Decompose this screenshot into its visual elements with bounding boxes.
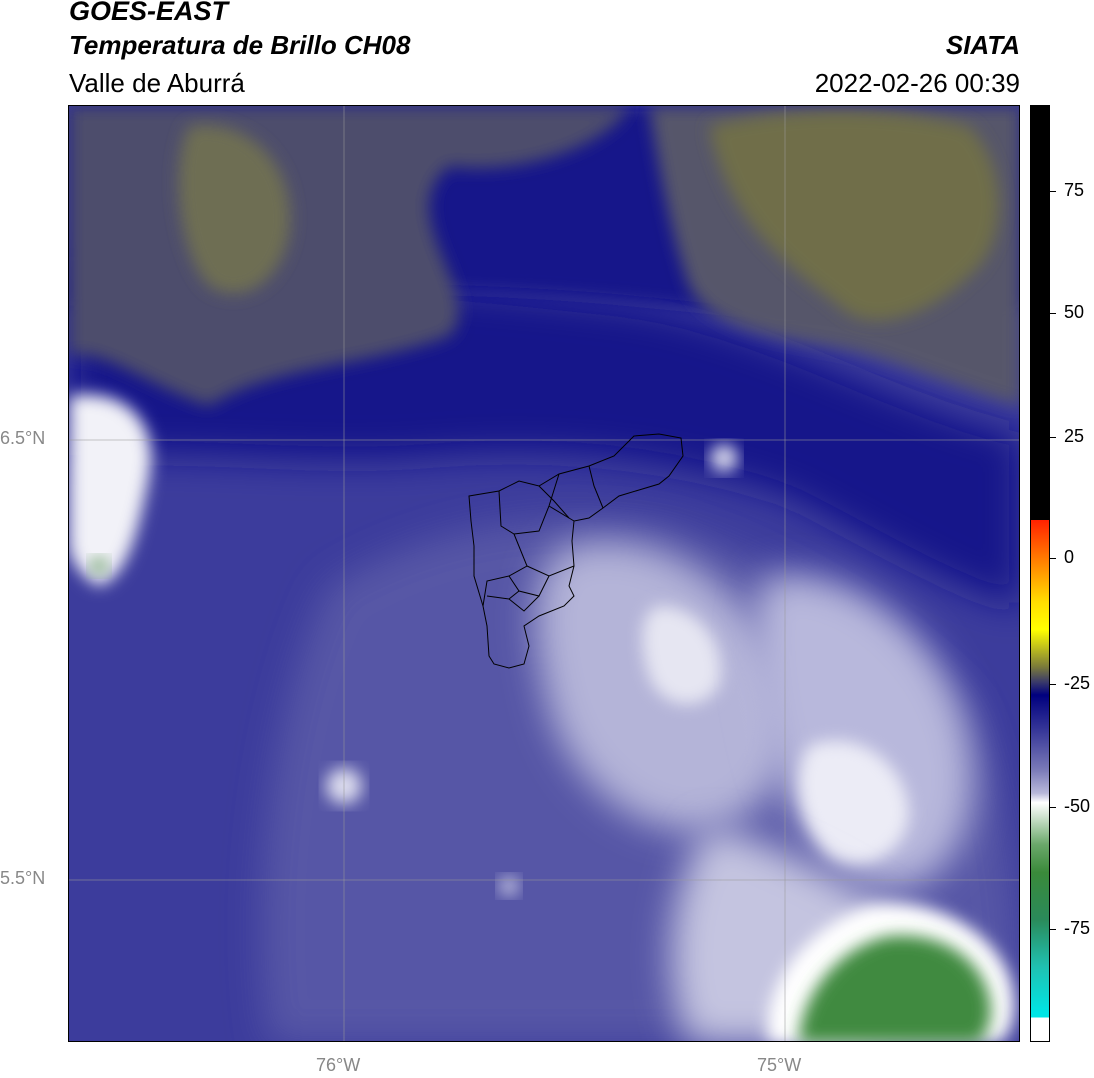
colorbar-tick-neg50 xyxy=(1050,807,1056,808)
cloud-spot-3 xyxy=(499,876,519,896)
brightness-temperature-field xyxy=(69,106,1019,1041)
lat-label-6-5: 6.5°N xyxy=(0,428,46,448)
satellite-map[interactable] xyxy=(68,105,1020,1042)
cloud-spot-2 xyxy=(710,444,738,472)
border-i xyxy=(538,485,570,519)
border-g xyxy=(508,595,540,612)
colorbar xyxy=(1030,105,1050,1042)
olive-patch-ne xyxy=(709,111,999,321)
olive-patch-nw xyxy=(178,124,291,294)
municipal-boundaries xyxy=(468,433,684,669)
border-a xyxy=(498,473,560,535)
colorbar-label-neg50: -50 xyxy=(1064,796,1091,816)
outer-boundary xyxy=(468,433,684,669)
timestamp-label: 2022-02-26 00:39 xyxy=(814,68,1020,98)
convective-core-east-bright xyxy=(798,740,909,864)
border-h xyxy=(588,465,604,509)
colorbar-tick-neg25 xyxy=(1050,684,1056,685)
chart-title: GOES-EAST xyxy=(69,0,229,26)
colorbar-label-0: 0 xyxy=(1064,547,1075,567)
colorbar-tick-50 xyxy=(1050,313,1056,314)
lon-label-76: 76°W xyxy=(316,1055,361,1075)
colorbar-label-25: 25 xyxy=(1064,426,1085,446)
colorbar-tick-25 xyxy=(1050,437,1056,438)
colorbar-label-75: 75 xyxy=(1064,180,1085,200)
organization-label: SIATA xyxy=(945,30,1020,60)
colorbar-label-50: 50 xyxy=(1064,302,1085,322)
lat-label-5-5: 5.5°N xyxy=(0,868,46,888)
border-e xyxy=(508,575,550,597)
cold-spot-west xyxy=(90,557,108,575)
colorbar-tick-neg75 xyxy=(1050,929,1056,930)
colorbar-tick-0 xyxy=(1050,558,1056,559)
colorbar-label-neg25: -25 xyxy=(1064,673,1091,693)
colorbar-label-neg75: -75 xyxy=(1064,918,1091,938)
cold-top-green xyxy=(799,935,991,1041)
chart-subtitle: Temperatura de Brillo CH08 xyxy=(69,30,411,60)
anvil-west xyxy=(69,394,151,586)
region-label: Valle de Aburrá xyxy=(69,68,245,98)
colorbar-tick-75 xyxy=(1050,191,1056,192)
lon-label-75: 75°W xyxy=(757,1055,802,1075)
convective-core-center-bright xyxy=(642,606,721,705)
